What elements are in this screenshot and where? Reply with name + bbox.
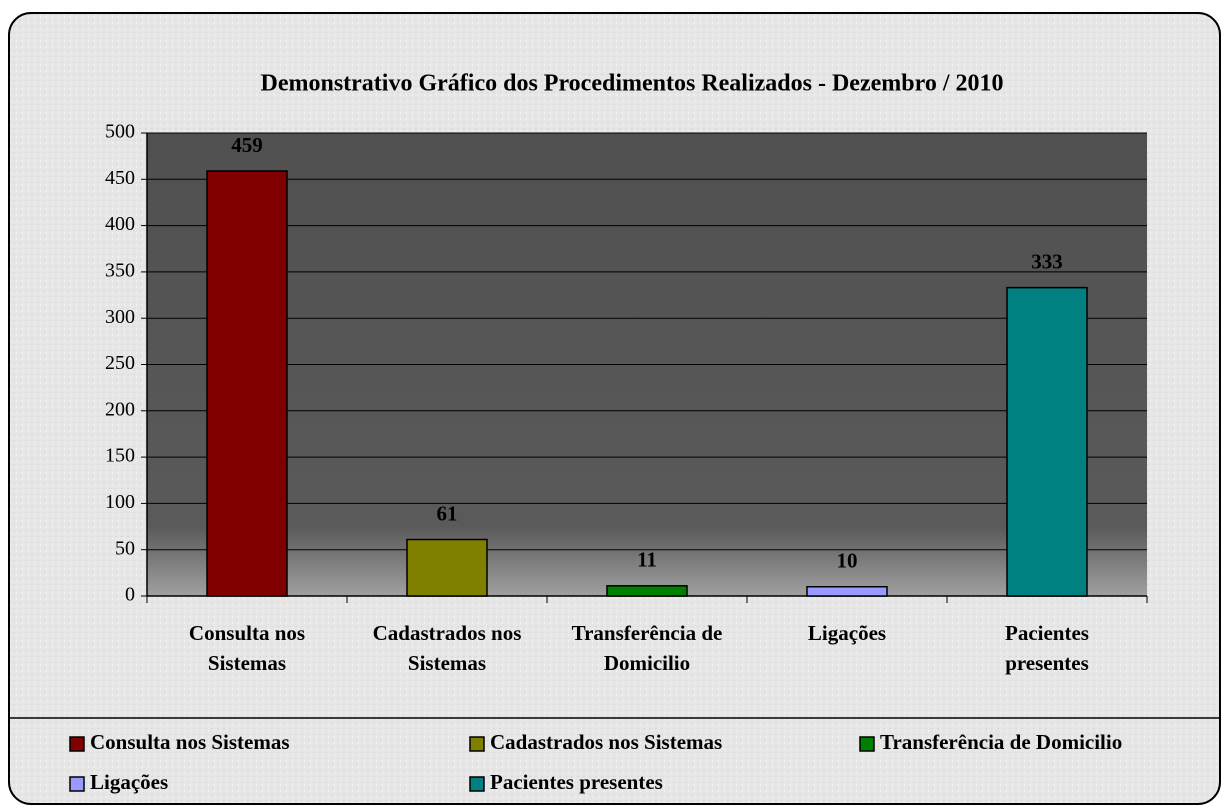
legend-label: Ligações [90,770,168,794]
bar [406,538,488,597]
y-tick-label: 400 [105,213,135,235]
x-tick-label: Consulta nos Sistemas [189,621,305,675]
legend-swatch [469,776,485,792]
data-label: 459 [231,133,263,157]
data-label: 10 [837,549,858,573]
y-tick-label: 350 [105,259,135,281]
legend-swatch [69,776,85,792]
y-tick-label: 200 [105,398,135,420]
x-tick-label: Ligações [808,621,886,645]
legend-label: Consulta nos Sistemas [90,730,290,754]
legend-swatch [469,736,485,752]
chart-title: Demonstrativo Gráfico dos Procedimentos … [261,71,1004,97]
bar [806,585,888,597]
x-tick-label: Transferência de Domicilio [572,621,723,675]
data-label: 61 [437,501,458,525]
y-tick-label: 500 [105,121,135,143]
y-tick-label: 150 [105,445,135,467]
bar [606,585,688,597]
bar [1006,286,1088,597]
legend-label: Cadastrados nos Sistemas [490,730,722,754]
y-tick-label: 450 [105,167,135,189]
y-tick-label: 100 [105,491,135,513]
x-tick-label: Cadastrados nos Sistemas [373,621,522,675]
data-label: 11 [637,548,657,572]
data-label: 333 [1031,249,1063,273]
x-tick-label: Pacientes presentes [1005,621,1089,675]
legend-swatch [859,736,875,752]
legend-swatch [69,736,85,752]
y-tick-label: 50 [115,537,135,559]
y-tick-label: 0 [125,584,135,606]
legend-label: Pacientes presentes [490,770,663,794]
y-tick-label: 300 [105,306,135,328]
legend-label: Transferência de Domicilio [880,730,1122,754]
y-tick-label: 250 [105,352,135,374]
bar [206,170,288,597]
